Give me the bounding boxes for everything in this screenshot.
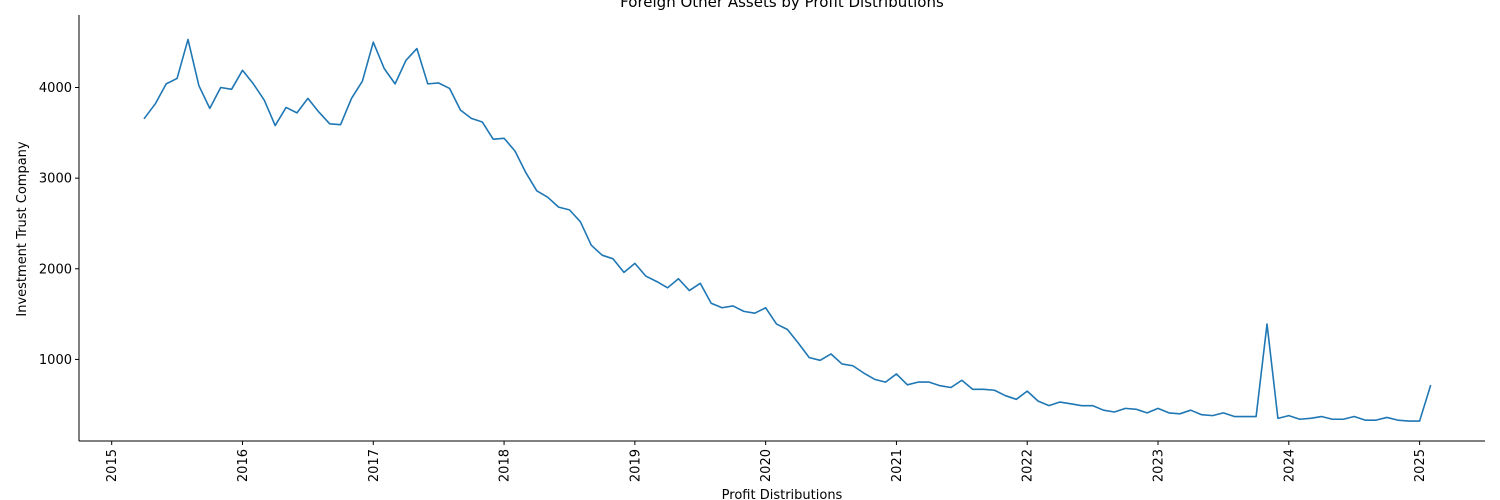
series-line [143, 38, 1432, 422]
x-tick-label: 2021 [890, 449, 905, 482]
x-tick-label: 2019 [628, 449, 643, 482]
x-tick-label: 2017 [367, 449, 382, 482]
y-tick-label: 3000 [39, 172, 72, 187]
y-tick-label: 4000 [39, 81, 72, 96]
y-tick-label: 1000 [39, 353, 72, 368]
x-axis: 2015 2016 2017 2018 2019 2020 2021 2022 2023 2024… [79, 440, 1485, 482]
plot-area [143, 38, 1432, 422]
y-axis: 1000 2000 3000 4000 [39, 15, 80, 441]
x-tick-label: 2020 [759, 449, 774, 482]
x-tick-label: 2016 [236, 449, 251, 482]
x-tick-label: 2018 [498, 449, 513, 482]
y-tick-label: 2000 [39, 262, 72, 277]
x-tick-label: 2025 [1413, 449, 1428, 482]
chart-title: Foreign Other Assets by Profit Distribut… [620, 0, 944, 11]
x-tick-label: 2015 [105, 449, 120, 482]
x-tick-label: 2023 [1152, 449, 1167, 482]
y-axis-title: Investment Trust Company [15, 141, 30, 317]
x-axis-title: Profit Distributions [722, 488, 843, 500]
x-tick-label: 2022 [1021, 449, 1036, 482]
x-tick-label: 2024 [1282, 449, 1297, 482]
